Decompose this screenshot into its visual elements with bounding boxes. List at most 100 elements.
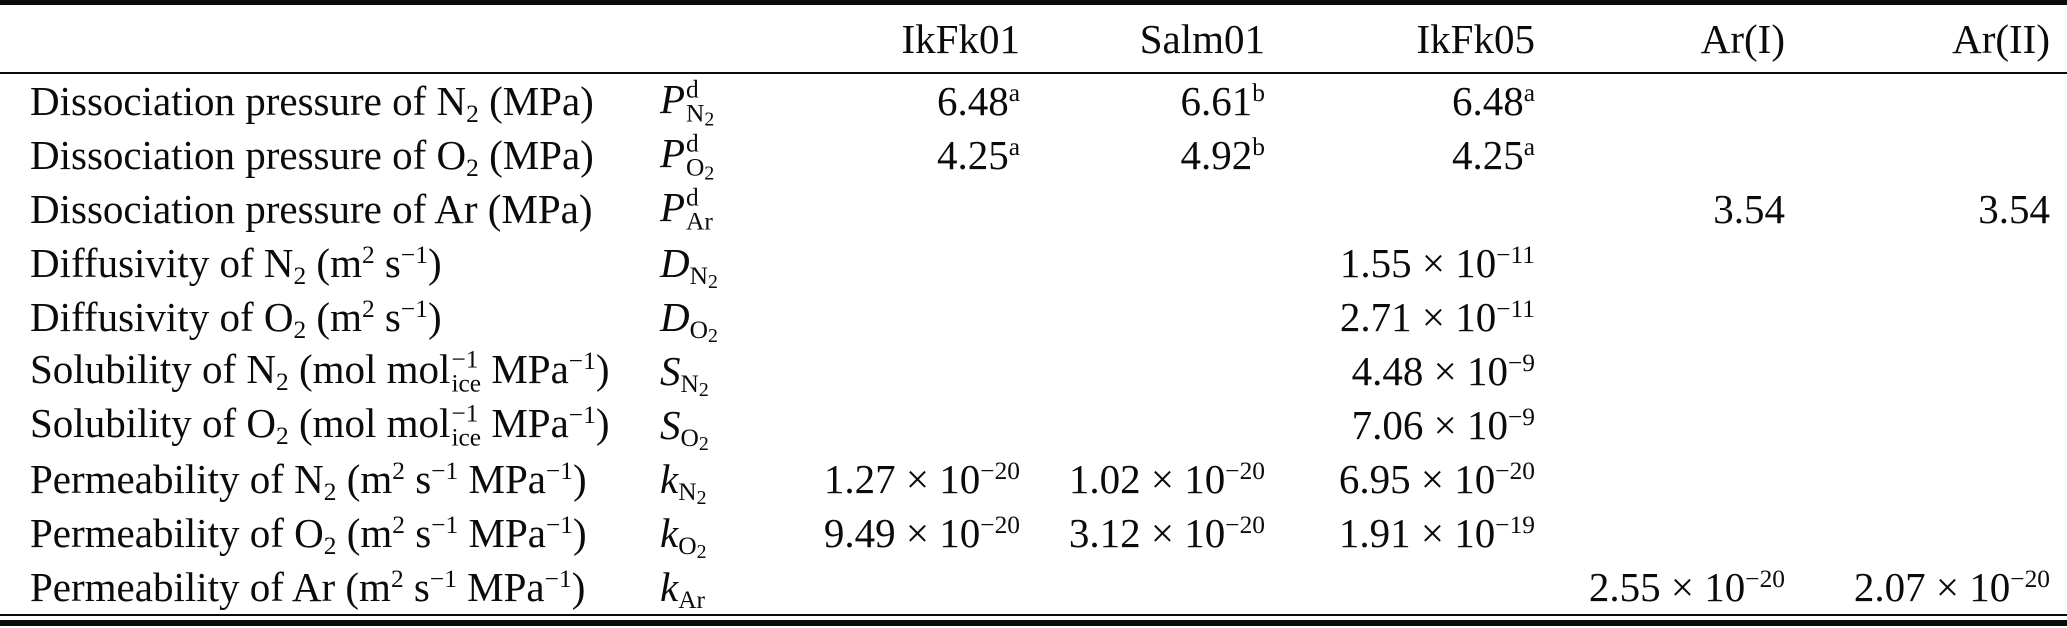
cell-symbol: kAr xyxy=(660,560,800,615)
cell-parameter-label: Dissociation pressure of Ar (MPa) xyxy=(0,182,660,236)
symbol-subscript-digit: 2 xyxy=(704,162,715,185)
subscript: 2 xyxy=(466,154,479,183)
symbol-subscript: Ar xyxy=(686,207,713,236)
superscript: −1 xyxy=(544,565,572,594)
text-segment: ) xyxy=(427,240,442,286)
symbol-subscript-digit: 2 xyxy=(696,486,707,509)
table-row: Diffusivity of O2 (m2 s−1) DO2 2.71 × 10−1… xyxy=(0,290,2067,347)
cell-value-IkFk01 xyxy=(800,560,1020,615)
text-segment: 1.02 × 10 xyxy=(1068,456,1226,502)
text-segment: ) xyxy=(573,456,587,502)
superscript: 2 xyxy=(361,295,375,324)
superscript: −11 xyxy=(1496,295,1535,324)
cell-value-ArI xyxy=(1535,398,1785,452)
cell-value-ArI xyxy=(1535,236,1785,290)
table-row: Permeability of O2 (m2 s−1 MPa−1) kO2 9.49… xyxy=(0,506,2067,563)
text-segment: Permeability of Ar (m xyxy=(30,564,391,610)
cell-parameter-label: Dissociation pressure of O2 (MPa) xyxy=(0,128,660,182)
text-segment: MPa xyxy=(458,456,546,502)
superscript: −1 xyxy=(568,346,596,375)
text-segment: 3.54 xyxy=(1713,186,1785,232)
cell-value-Salm01 xyxy=(1020,182,1265,236)
superscript: −11 xyxy=(1496,241,1535,270)
symbol-base: k xyxy=(660,564,679,610)
cell-symbol: SO2 xyxy=(660,398,800,455)
superscript: 2 xyxy=(392,457,405,486)
symbol-subscript-digit: 2 xyxy=(707,270,718,293)
text-segment: Permeability of O xyxy=(30,510,324,556)
cell-value-IkFk05: 6.48a xyxy=(1265,73,1535,128)
symbol-subscript: N xyxy=(678,478,697,507)
cell-value-ArII xyxy=(1785,344,2067,398)
cell-symbol: DN2 xyxy=(660,236,800,293)
cell-parameter-label: Solubility of N2 (mol mol −1 ice MPa−1) xyxy=(0,344,660,398)
cell-value-IkFk01 xyxy=(800,182,1020,236)
superscript: a xyxy=(1008,133,1020,162)
cell-value-ArII xyxy=(1785,398,2067,452)
superscript: b xyxy=(1252,79,1265,108)
superscript: −1 xyxy=(400,241,428,270)
text-segment: 4.48 × 10 xyxy=(1351,348,1508,394)
table-bottom-rule xyxy=(0,620,2067,626)
column-header-label: Salm01 xyxy=(1139,15,1265,62)
cell-value-ArII xyxy=(1785,236,2067,290)
text-segment: Solubility of O xyxy=(30,399,277,446)
text-segment: 9.49 × 10 xyxy=(823,510,981,556)
symbol-subscript-line: Ar xyxy=(686,207,713,236)
column-header-parameter xyxy=(0,2,660,74)
text-segment: 7.06 × 10 xyxy=(1351,402,1508,448)
text-segment: 2.71 × 10 xyxy=(1339,294,1497,340)
text-segment: (MPa) xyxy=(478,132,594,178)
superscript: −19 xyxy=(1495,511,1535,540)
cell-value-IkFk05: 1.55 × 10−11 xyxy=(1265,236,1535,290)
text-segment: 3.12 × 10 xyxy=(1068,510,1226,556)
symbol-subscript-digit: 2 xyxy=(698,378,709,401)
symbol-base: S xyxy=(660,348,681,394)
column-header-label: Ar(I) xyxy=(1700,15,1785,62)
text-segment: 4.25 xyxy=(936,132,1009,178)
text-segment: 4.25 xyxy=(1451,132,1524,178)
cell-value-ArII xyxy=(1785,73,2067,128)
cell-symbol: SN2 xyxy=(660,344,800,401)
symbol-subscript-digit: 2 xyxy=(707,324,718,347)
cell-parameter-label: Diffusivity of O2 (m2 s−1) xyxy=(0,290,660,344)
cell-value-ArI: 3.54 xyxy=(1535,182,1785,236)
cell-value-IkFk05: 6.95 × 10−20 xyxy=(1265,452,1535,506)
superscript: a xyxy=(1523,133,1535,162)
symbol-subscript: N xyxy=(689,262,708,291)
cell-value-IkFk05 xyxy=(1265,182,1535,236)
subscript: 2 xyxy=(293,262,307,291)
symbol-subscript-line: O2 xyxy=(690,316,718,347)
text-segment: (m xyxy=(336,510,393,556)
text-segment: s xyxy=(374,294,401,340)
text-segment: 6.48 xyxy=(936,78,1009,124)
superscript: a xyxy=(1008,79,1020,108)
cell-value-ArII: 3.54 xyxy=(1785,182,2067,236)
text-segment: (mol mol xyxy=(288,345,451,392)
text-segment: Permeability of N xyxy=(30,456,324,502)
symbol-subscript: O xyxy=(686,153,705,182)
text-segment: 3.54 xyxy=(1978,186,2050,232)
cell-value-Salm01: 1.02 × 10−20 xyxy=(1020,452,1265,506)
text-segment: MPa xyxy=(456,564,545,610)
cell-value-IkFk01: 6.48a xyxy=(800,73,1020,128)
cell-value-ArII xyxy=(1785,506,2067,560)
cell-value-IkFk01 xyxy=(800,236,1020,290)
superscript: 2 xyxy=(361,241,375,270)
text-segment: 6.61 xyxy=(1180,78,1253,124)
cell-value-IkFk05: 4.48 × 10−9 xyxy=(1265,344,1535,398)
column-header-label: IkFk05 xyxy=(1416,15,1535,62)
superscript: −20 xyxy=(980,457,1020,486)
superscript: −1 xyxy=(431,511,459,540)
text-segment: s xyxy=(374,240,401,286)
header-row: IkFk01 Salm01 IkFk05 Ar(I) Ar(II) xyxy=(0,2,2067,74)
symbol-subscript: N xyxy=(680,370,699,399)
cell-value-IkFk05: 1.91 × 10−19 xyxy=(1265,506,1535,560)
cell-symbol: kN2 xyxy=(660,452,800,509)
